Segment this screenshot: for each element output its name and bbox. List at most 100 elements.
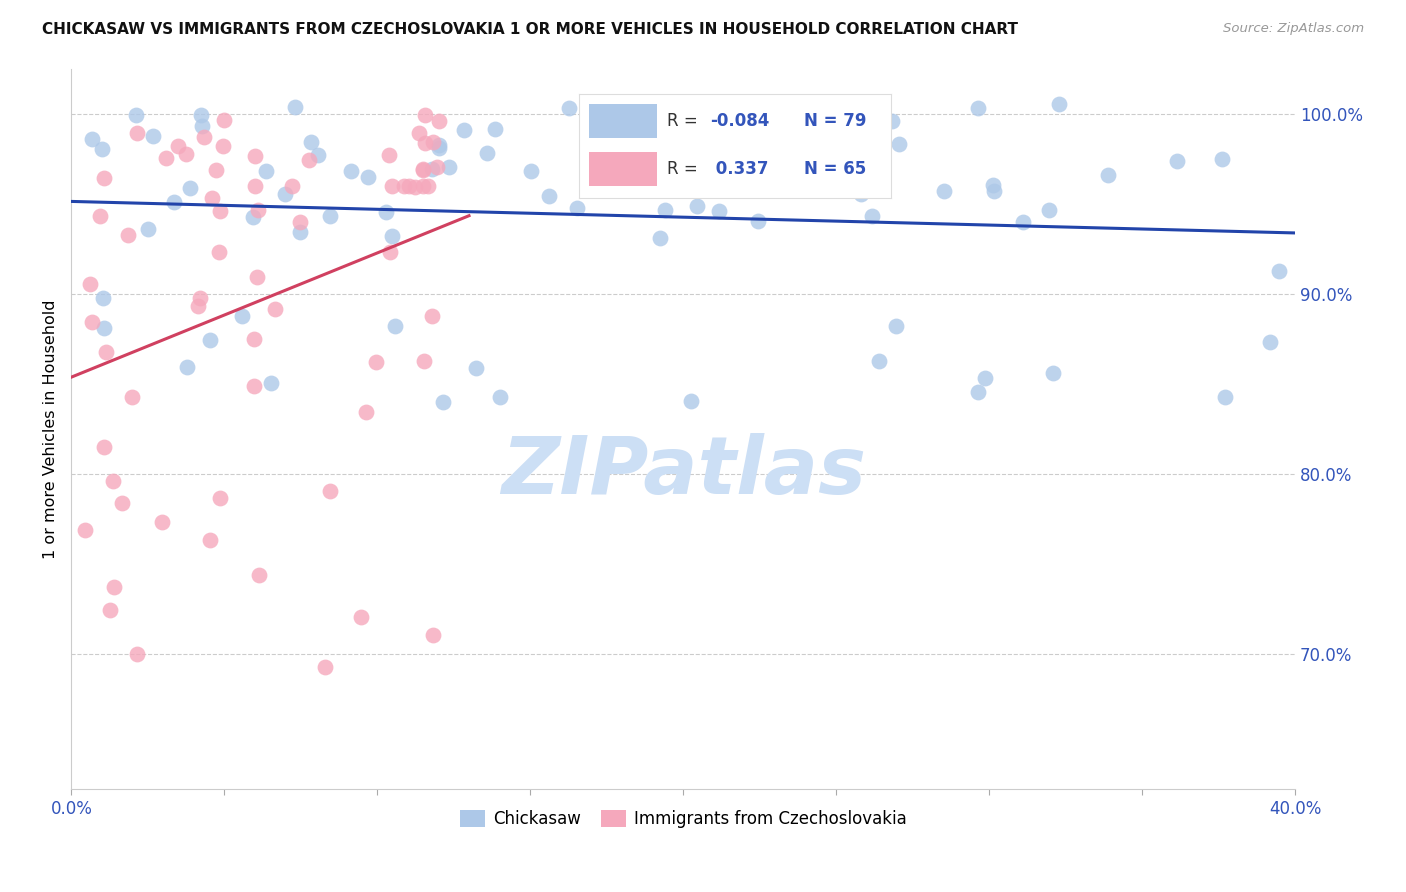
Point: [413, 353, 436, 368]
Point: [1215, 391, 1237, 405]
Point: [384, 318, 406, 333]
Point: [681, 393, 703, 408]
Point: [654, 203, 676, 218]
Point: [1258, 334, 1281, 349]
Point: [1166, 154, 1188, 169]
Point: [413, 108, 436, 122]
Point: [381, 178, 404, 193]
Point: [427, 141, 450, 155]
Point: [101, 474, 124, 488]
Point: [208, 245, 231, 260]
Point: [420, 162, 443, 177]
Point: [260, 376, 283, 390]
Point: [381, 228, 404, 243]
Point: [748, 178, 770, 193]
Point: [290, 215, 312, 229]
Point: [830, 145, 852, 159]
Point: [125, 648, 148, 662]
Point: [190, 108, 212, 122]
Point: [932, 184, 955, 198]
Point: [412, 161, 434, 176]
Point: [242, 211, 264, 225]
Point: [91, 291, 114, 305]
Point: [966, 101, 988, 115]
Point: [198, 533, 221, 547]
Point: [357, 169, 380, 184]
Point: [117, 228, 139, 243]
Point: [354, 405, 377, 419]
Point: [231, 310, 253, 324]
Point: [413, 136, 436, 150]
Point: [412, 163, 434, 178]
Point: [98, 603, 121, 617]
Point: [179, 181, 201, 195]
Point: [465, 360, 488, 375]
Point: [412, 178, 434, 193]
Point: [681, 154, 703, 169]
Point: [398, 178, 420, 193]
Point: [420, 310, 443, 324]
Point: [281, 178, 304, 193]
Point: [249, 568, 271, 582]
Point: [318, 483, 340, 498]
Point: [201, 191, 224, 205]
Point: [432, 394, 454, 409]
Point: [1097, 169, 1119, 183]
Point: [366, 355, 388, 369]
Point: [427, 138, 450, 153]
Point: [377, 147, 399, 161]
Text: ZIPatlas: ZIPatlas: [501, 434, 866, 511]
Point: [150, 516, 173, 530]
Point: [416, 178, 439, 193]
Point: [298, 153, 321, 167]
Point: [212, 113, 235, 128]
Point: [82, 132, 104, 146]
Point: [212, 138, 235, 153]
Point: [142, 128, 165, 143]
Point: [94, 344, 117, 359]
Text: CHICKASAW VS IMMIGRANTS FROM CZECHOSLOVAKIA 1 OR MORE VEHICLES IN HOUSEHOLD CORR: CHICKASAW VS IMMIGRANTS FROM CZECHOSLOVA…: [42, 22, 1018, 37]
Point: [974, 371, 997, 385]
Point: [242, 379, 264, 393]
Point: [264, 302, 287, 317]
Point: [247, 202, 270, 217]
Point: [163, 195, 186, 210]
Point: [849, 186, 872, 201]
Point: [319, 209, 342, 223]
Point: [121, 390, 143, 404]
Point: [188, 291, 211, 305]
Point: [93, 320, 115, 334]
Point: [887, 136, 910, 151]
Point: [422, 135, 444, 149]
Point: [884, 319, 907, 334]
Point: [299, 135, 322, 149]
Point: [557, 101, 579, 115]
Point: [489, 390, 512, 404]
Point: [868, 353, 890, 368]
Point: [193, 129, 215, 144]
Point: [1012, 215, 1035, 229]
Point: [1211, 152, 1233, 166]
Point: [392, 178, 415, 193]
Point: [426, 160, 449, 174]
Point: [290, 225, 312, 239]
Point: [127, 126, 149, 140]
Point: [520, 164, 543, 178]
Point: [1047, 97, 1070, 112]
Point: [427, 114, 450, 128]
Y-axis label: 1 or more Vehicles in Household: 1 or more Vehicles in Household: [44, 299, 58, 558]
Point: [176, 359, 198, 374]
Point: [686, 199, 709, 213]
Point: [475, 145, 498, 160]
Point: [1038, 202, 1060, 217]
Point: [79, 277, 101, 291]
Point: [688, 128, 710, 142]
Point: [82, 315, 104, 329]
Legend: Chickasaw, Immigrants from Czechoslovakia: Chickasaw, Immigrants from Czechoslovaki…: [453, 804, 914, 835]
Point: [111, 496, 134, 510]
Point: [453, 122, 475, 136]
Point: [174, 147, 197, 161]
Point: [243, 178, 266, 193]
Point: [1042, 367, 1064, 381]
Point: [243, 332, 266, 346]
